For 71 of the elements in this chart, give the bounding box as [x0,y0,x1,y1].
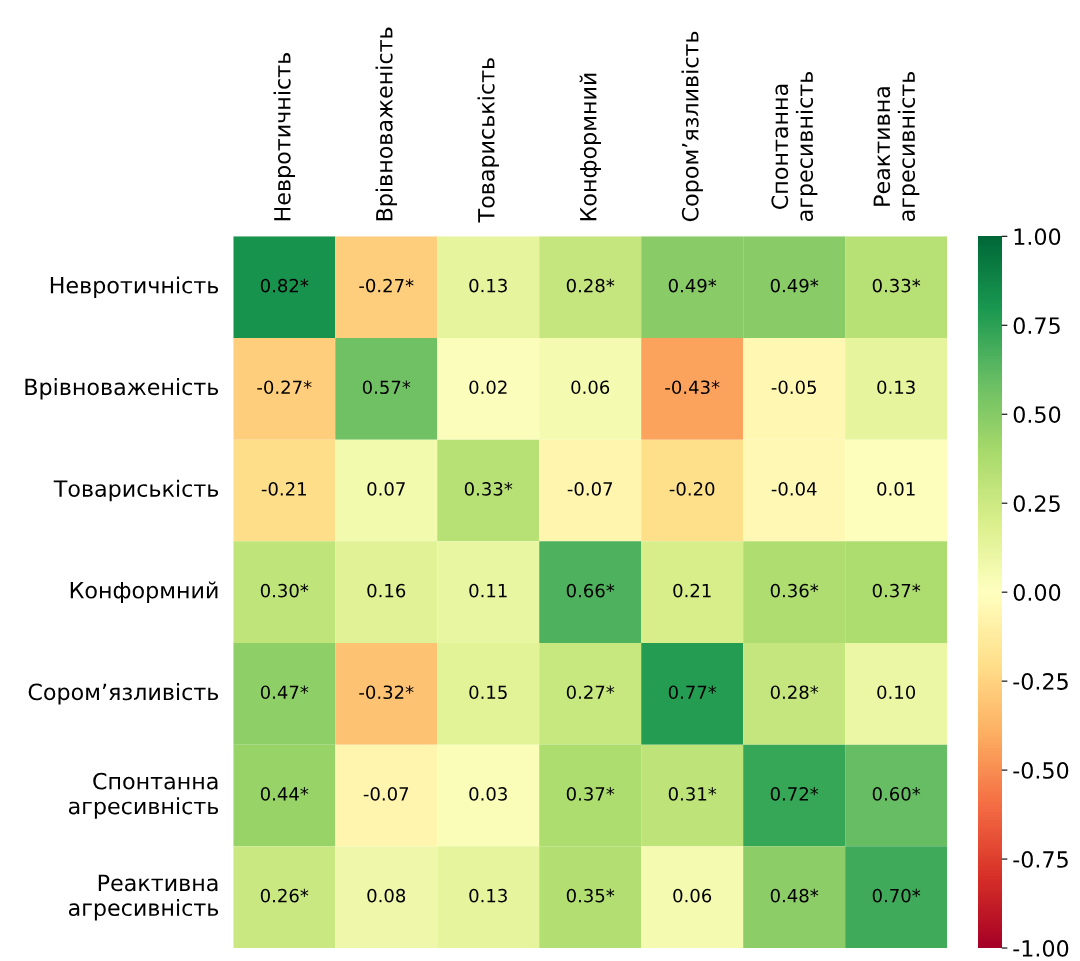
data-label: 0.37* [566,787,615,801]
data-label: -0.43* [665,380,720,395]
data-label: 0.13 [469,278,507,293]
data-label: -0.27* [359,278,414,293]
x-tick-label: Конформний [579,73,601,221]
data-label: 0.44* [260,787,309,801]
data-label: 0.72* [770,787,819,801]
data-label: 0.82* [260,278,309,293]
data-label: 0.31* [668,787,717,801]
data-label: 0.49* [668,278,717,293]
x-tick-label: Товариськість [477,58,499,223]
data-label: -0.07 [567,482,613,496]
color-bar-label: 0.75 [1013,317,1060,335]
data-label: 0.66* [566,583,615,598]
data-label: 0.06 [673,888,712,903]
data-label: 0.03 [469,787,507,801]
color-bar-label: -0.25 [1013,673,1068,690]
data-label: 0.11 [469,583,507,598]
data-label: 0.26* [260,888,309,903]
data-label: 0.60* [872,787,921,801]
y-tick-label: Спонтанна агресивність [68,772,219,819]
data-label: 0.15 [469,685,507,700]
data-label: -0.04 [771,482,817,496]
color-bar-label: 0.00 [1013,584,1061,601]
data-label: 0.77* [668,685,717,700]
y-tick-label: Врівноваженість [25,378,219,400]
data-label: 0.28* [770,685,819,700]
x-tick-label: Сором’язливість [681,31,703,222]
data-label: -0.21 [261,482,306,496]
data-label: -0.07 [363,787,409,801]
color-bar-label: -0.75 [1013,851,1068,868]
data-label: 0.16 [367,583,406,598]
data-label: 0.28* [566,278,615,293]
data-label: 0.57* [362,380,411,395]
data-label: -0.32* [359,685,414,700]
y-tick-label: Невротичність [50,276,219,298]
data-label: 0.70* [872,888,921,903]
y-tick-label: Товариськість [53,479,219,502]
data-label: 0.07 [367,482,405,496]
data-label: 0.33* [464,482,513,496]
color-bar-label: 0.50 [1013,406,1061,423]
y-tick-label: Реактивна агресивність [68,874,219,921]
data-label: 0.35* [566,888,615,903]
data-label: 0.10 [877,685,916,700]
data-label: 0.49* [770,278,819,293]
data-label: 0.13 [469,888,507,903]
y-tick-label: Сором’язливість [28,683,219,705]
data-label: -0.05 [771,380,816,395]
data-label: 0.33* [872,278,921,293]
data-label: 0.36* [770,583,819,598]
data-label: 0.30* [260,583,309,598]
color-bar-label: 1.00 [1014,228,1061,246]
x-tick-label: Спонтанна агресивність [771,71,818,222]
data-label: 0.21 [673,583,711,598]
data-label: 0.01 [877,482,915,496]
data-label: 0.13 [877,380,915,395]
x-tick-label: Реактивна агресивність [873,71,920,222]
color-bar-label: -0.50 [1013,762,1069,779]
data-label: 0.37* [872,583,921,598]
data-label: 0.48* [770,888,819,903]
data-label: 0.47* [260,685,309,700]
data-label: -0.20 [669,482,715,496]
y-tick-label: Конформний [70,581,218,603]
data-label: 0.08 [367,888,406,903]
color-bar-label: -1.00 [1013,939,1069,957]
data-label: 0.27* [566,685,615,700]
data-label: -0.27* [257,380,312,395]
color-bar-label: 0.25 [1013,495,1060,512]
data-label: 0.02 [469,380,507,395]
data-label: 0.06 [571,380,610,395]
x-tick-label: Врівноваженість [375,27,398,221]
